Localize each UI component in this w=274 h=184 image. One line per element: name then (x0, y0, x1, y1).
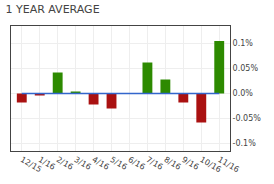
svg-text:1 YEAR AVERAGE: 1 YEAR AVERAGE (5, 3, 99, 16)
svg-text:10/16: 10/16 (198, 155, 222, 174)
svg-text:6/16: 6/16 (126, 155, 146, 172)
svg-text:0.05%: 0.05% (233, 64, 259, 73)
svg-text:8/16: 8/16 (162, 155, 182, 172)
svg-text:-0.1%: -0.1% (233, 139, 257, 148)
svg-text:0.1%: 0.1% (233, 39, 254, 48)
svg-text:5/16: 5/16 (109, 155, 129, 172)
svg-text:12/15: 12/15 (19, 155, 43, 174)
svg-text:9/16: 9/16 (180, 155, 200, 172)
svg-text:1/16: 1/16 (37, 155, 57, 172)
svg-text:4/16: 4/16 (91, 155, 111, 172)
svg-text:2/16: 2/16 (55, 155, 75, 172)
svg-text:3/16: 3/16 (73, 155, 93, 172)
svg-text:0.0%: 0.0% (233, 89, 254, 98)
svg-text:11/16: 11/16 (216, 155, 240, 174)
svg-text:-0.05%: -0.05% (233, 114, 262, 123)
svg-text:7/16: 7/16 (144, 155, 164, 172)
